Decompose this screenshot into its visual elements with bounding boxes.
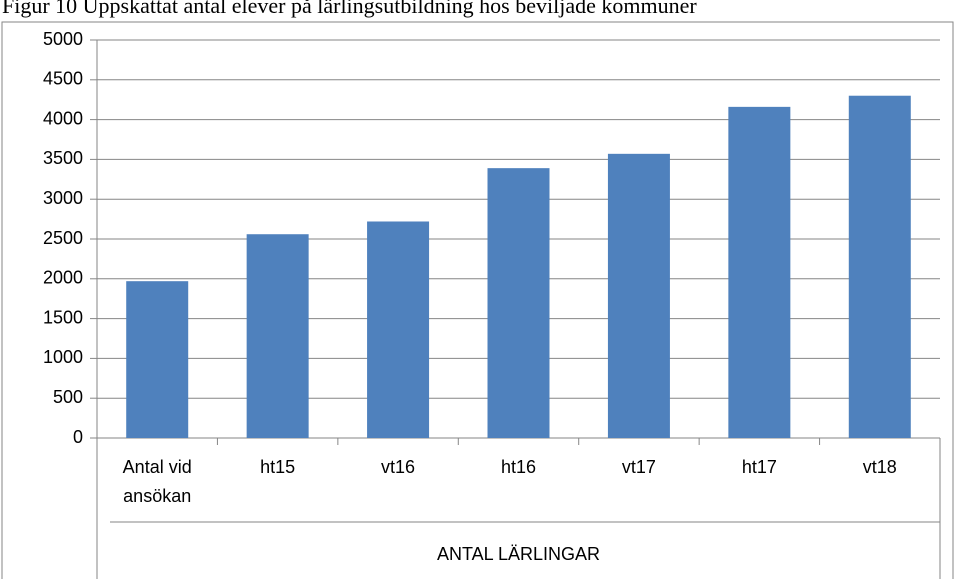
y-tick-label: 500 bbox=[53, 387, 83, 407]
bar bbox=[367, 221, 430, 438]
x-tick-label: Antal vid ansökan bbox=[122, 457, 192, 506]
y-tick-label: 4000 bbox=[43, 108, 83, 128]
bar bbox=[607, 153, 670, 438]
x-tick-label: ht17 bbox=[741, 457, 777, 477]
chart-border bbox=[1, 21, 954, 579]
x-axis-title: ANTAL LÄRLINGAR bbox=[437, 544, 600, 564]
y-tick-label: 3000 bbox=[43, 188, 83, 208]
y-tick-label: 3500 bbox=[43, 148, 83, 168]
bar bbox=[848, 95, 911, 438]
x-tick-label: ht16 bbox=[500, 457, 537, 477]
x-tick-label: vt18 bbox=[862, 457, 897, 477]
y-tick-label: 0 bbox=[73, 427, 83, 447]
y-tick-label: 1000 bbox=[43, 347, 83, 367]
x-tick-label: vt16 bbox=[381, 457, 416, 477]
chart-title: Figur 10 Uppskattat antal elever på lärl… bbox=[2, 0, 697, 18]
y-tick-label: 2500 bbox=[43, 228, 83, 248]
y-tick-label: 4500 bbox=[43, 69, 83, 89]
bar bbox=[487, 168, 550, 438]
y-tick-label: 2000 bbox=[43, 268, 83, 288]
bar bbox=[246, 234, 309, 438]
x-tick-label: ht15 bbox=[260, 457, 296, 477]
bar bbox=[728, 106, 791, 438]
bar bbox=[126, 281, 189, 438]
x-tick-label: vt17 bbox=[621, 457, 656, 477]
y-tick-label: 1500 bbox=[43, 307, 83, 327]
y-tick-label: 5000 bbox=[43, 29, 83, 49]
